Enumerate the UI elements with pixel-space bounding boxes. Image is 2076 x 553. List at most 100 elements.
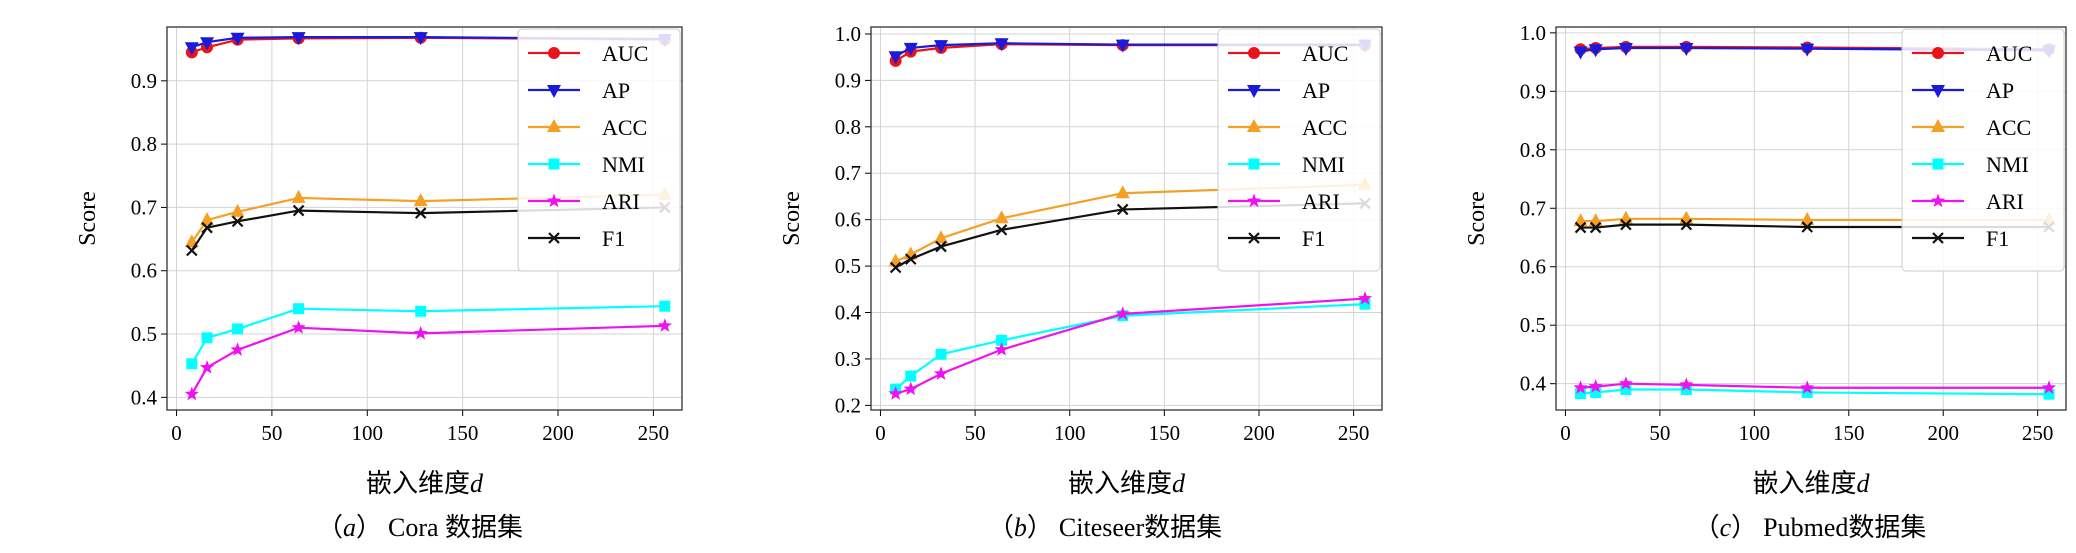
x-axis-label-variable: d [1857, 469, 1871, 498]
series-ari [888, 291, 1373, 400]
series-line-ari [190, 324, 665, 395]
x-tick-label: 150 [1149, 421, 1181, 445]
data-point-acc [291, 189, 306, 203]
data-point-f1 [186, 244, 198, 257]
x-axis-label: 嵌入维度d [1752, 469, 1870, 498]
data-point-f1 [995, 224, 1008, 236]
data-point-ari [1115, 306, 1130, 320]
caption-letter: b [1014, 513, 1027, 542]
data-point-f1 [1116, 203, 1129, 216]
y-tick-label: 1.0 [1520, 21, 1546, 45]
data-point-ap [903, 42, 918, 56]
y-tick-label: 0.5 [1520, 313, 1546, 337]
legend-label: ARI [1302, 189, 1340, 214]
data-point-ap [200, 37, 215, 51]
legend-marker [1932, 232, 1944, 244]
y-axis-label: Score [1464, 191, 1490, 246]
legend-label: NMI [1986, 152, 2029, 177]
data-point-f1 [201, 221, 213, 234]
series-line-nmi [1580, 388, 2050, 396]
legend-marker [1930, 193, 1946, 208]
chart-caption: （a） Cora 数据集 [317, 513, 523, 542]
data-point-f1 [935, 240, 947, 253]
data-point-f1 [1589, 221, 1602, 234]
data-point-ari [933, 366, 949, 380]
data-point-nmi [293, 303, 305, 315]
legend-label: AP [602, 78, 630, 103]
data-point-nmi [1801, 386, 1813, 398]
legend-box [1901, 28, 2065, 272]
data-point-f1 [1801, 221, 1813, 233]
data-point-ari [994, 342, 1009, 356]
series-f1 [1574, 218, 2055, 234]
legend-label: AP [1986, 78, 2014, 103]
legend-marker [1247, 119, 1261, 132]
series-nmi [1575, 384, 2055, 400]
legend-label: NMI [602, 152, 645, 177]
data-point-ari [199, 360, 215, 374]
data-point-f1 [1680, 218, 1693, 231]
data-point-ap [184, 42, 199, 56]
legend-label: F1 [602, 226, 625, 251]
data-point-ap [1679, 43, 1694, 57]
data-point-ap [934, 40, 949, 54]
data-point-nmi [659, 300, 671, 312]
data-point-ari [1357, 291, 1373, 305]
chart-caption: （c） Pubmed数据集 [1694, 513, 1927, 542]
legend-label: ARI [602, 189, 640, 214]
x-axis-label: 嵌入维度d [366, 469, 484, 498]
legend-item-acc: ACC [1228, 115, 1347, 140]
data-point-f1 [414, 207, 427, 219]
y-tick-label: 0.8 [835, 115, 861, 139]
chart-caption: （b） Citeseer数据集 [988, 513, 1222, 542]
data-point-ap [1800, 43, 1815, 57]
legend-marker [548, 232, 560, 244]
data-point-f1 [1620, 218, 1632, 231]
data-point-nmi [1680, 384, 1692, 396]
legend-label: ACC [1302, 115, 1347, 140]
legend-item-acc: ACC [1912, 115, 2031, 140]
y-tick-label: 0.8 [1520, 138, 1546, 162]
data-point-f1 [889, 261, 902, 274]
y-tick-label: 0.8 [131, 132, 157, 156]
data-point-acc [413, 193, 428, 207]
data-point-ari [1573, 380, 1588, 394]
data-point-f1 [292, 204, 305, 217]
x-tick-label: 0 [171, 421, 182, 445]
data-point-ari [184, 386, 199, 401]
x-tick-label: 50 [965, 421, 986, 445]
y-tick-label: 0.4 [1520, 372, 1547, 396]
data-point-f1 [1574, 221, 1587, 234]
legend-marker [547, 85, 561, 98]
legend-marker [547, 119, 561, 132]
y-tick-label: 0.9 [131, 69, 157, 93]
y-tick-label: 0.9 [835, 68, 861, 92]
series-ari [1573, 376, 2057, 394]
data-point-ari [1618, 376, 1634, 390]
data-point-nmi [201, 332, 213, 344]
y-tick-label: 0.7 [1520, 196, 1546, 220]
x-tick-label: 250 [2022, 421, 2054, 445]
plot-frame [870, 26, 1383, 411]
legend: AUC AP ACC NMI ARI F1 [517, 28, 681, 272]
legend-label: ACC [602, 115, 647, 140]
chart-panel-b: 0 50 100 150 200 250 0.2 0.3 0.4 0.5 0.6 0.7 0.8 0.9 1… [779, 22, 1383, 542]
y-tick-label: 0.5 [131, 322, 157, 346]
legend-item-f1: F1 [1912, 226, 2009, 251]
y-tick-label: 0.7 [835, 161, 861, 185]
data-point-ap [413, 32, 428, 46]
x-tick-label: 100 [1739, 421, 1771, 445]
data-point-acc [1618, 210, 1633, 224]
data-point-acc [1800, 211, 1815, 225]
legend-marker [1931, 85, 1945, 98]
y-tick-label: 0.6 [1520, 255, 1546, 279]
data-point-acc [994, 210, 1009, 224]
data-point-ari [230, 342, 245, 356]
caption-paren-close: ） [1027, 513, 1053, 542]
caption-text: Cora 数据集 [388, 513, 523, 542]
caption-letter: c [1720, 513, 1732, 542]
x-tick-label: 100 [1054, 421, 1086, 445]
caption-paren-open: （ [988, 513, 1014, 542]
series-line-nmi [894, 303, 1366, 390]
